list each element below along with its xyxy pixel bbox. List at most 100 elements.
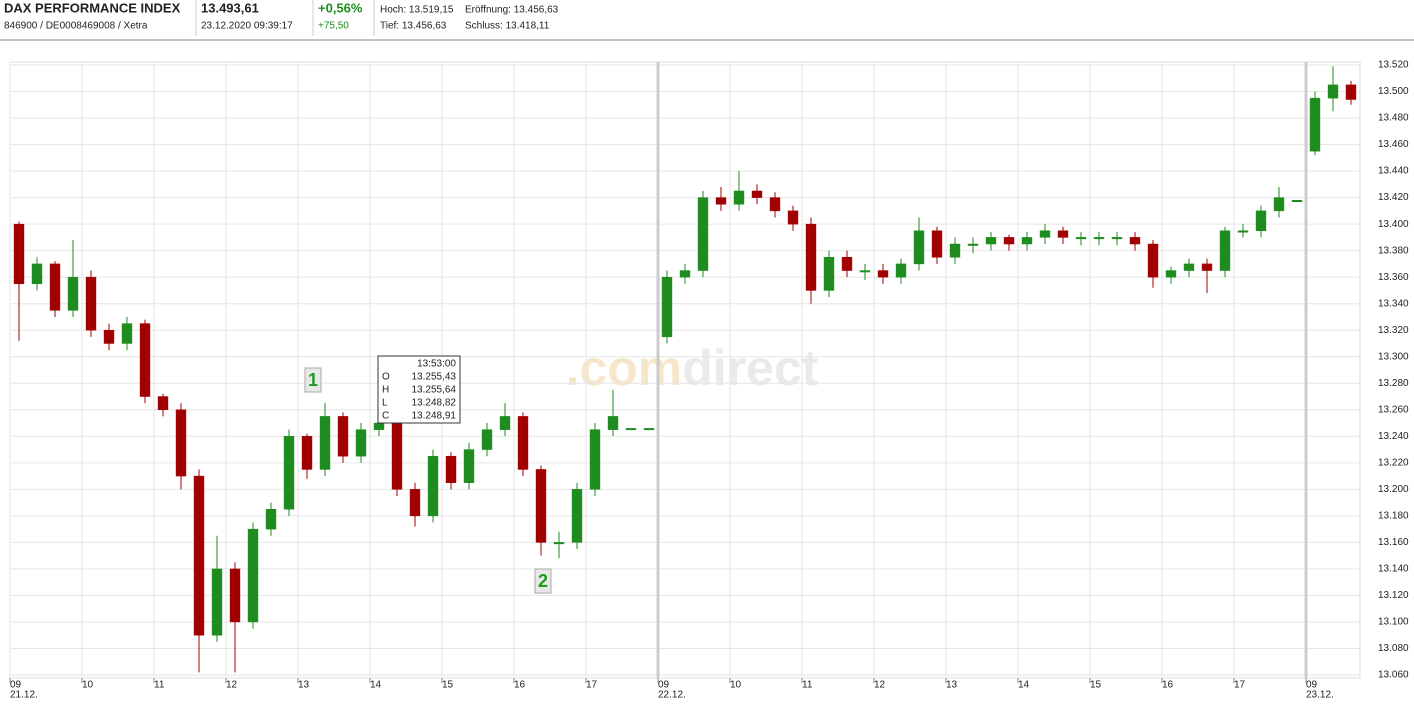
- candle-body: [1039, 230, 1051, 238]
- candle-body: [1201, 263, 1213, 271]
- candle-body: [193, 475, 205, 636]
- header: DAX PERFORMANCE INDEX 846900 / DE0008469…: [0, 0, 1414, 41]
- candle-body: [1057, 230, 1069, 238]
- y-tick-label: 13.460: [1378, 139, 1409, 150]
- candle-body: [121, 323, 133, 344]
- annotation-box: [304, 367, 322, 393]
- candle-body: [211, 568, 223, 636]
- x-tick-label: 09: [658, 680, 670, 691]
- candle-body: [1129, 237, 1141, 245]
- candle-body: [1255, 210, 1267, 232]
- y-tick-label: 13.340: [1378, 298, 1409, 309]
- candle-body: [1147, 243, 1159, 278]
- candle-body: [643, 428, 655, 431]
- candle-body: [1273, 197, 1285, 212]
- plot: 13.060 13.080 13.100 13.120 13.140 13.160 13.1…: [9, 60, 1409, 701]
- candle-body: [841, 257, 853, 271]
- timestamp: 23.12.2020 09:39:17: [201, 21, 293, 32]
- candle-body: [175, 409, 187, 477]
- date-label: 23.12.: [1306, 690, 1334, 701]
- candle-body: [697, 197, 709, 271]
- candle-body: [553, 542, 565, 545]
- candle-body: [391, 422, 403, 490]
- y-tick-label: 13.120: [1378, 590, 1409, 601]
- tooltip-value: 13.248,91: [412, 411, 457, 422]
- price: 13.493,61: [201, 0, 259, 15]
- date-label: 21.12.: [10, 690, 38, 701]
- tooltip-time: 13:53:00: [417, 359, 456, 370]
- candle-body: [733, 190, 745, 205]
- candle-body: [625, 428, 637, 431]
- candle-body: [607, 416, 619, 430]
- y-tick-label: 13.160: [1378, 537, 1409, 548]
- tooltip-key: H: [382, 385, 389, 396]
- y-tick-label: 13.060: [1378, 670, 1409, 681]
- x-tick-label: 16: [1162, 680, 1174, 691]
- candle-body: [427, 455, 439, 517]
- candle-body: [373, 422, 385, 430]
- watermark-com: .com: [566, 340, 683, 396]
- candle-body: [1111, 237, 1123, 240]
- candle-body: [589, 429, 601, 490]
- x-tick-label: 17: [586, 680, 598, 691]
- candle-body: [301, 436, 313, 470]
- candle-body: [1183, 263, 1195, 271]
- x-tick-label: 10: [82, 680, 94, 691]
- watermark: .comdirect: [566, 340, 819, 396]
- y-tick-label: 13.360: [1378, 272, 1409, 283]
- candle-body: [715, 197, 727, 205]
- candle-body: [103, 329, 115, 344]
- x-tick-label: 10: [730, 680, 742, 691]
- tooltip-value: 13.255,64: [412, 385, 457, 396]
- change-abs: +75,50: [318, 21, 349, 32]
- x-tick-label: 14: [1018, 680, 1030, 691]
- tooltip-key: C: [382, 411, 389, 422]
- annotation-box: [534, 568, 552, 594]
- watermark-direct: direct: [682, 340, 819, 396]
- index-name: DAX PERFORMANCE INDEX: [4, 0, 181, 15]
- candle-body: [661, 276, 673, 338]
- candle-body: [409, 489, 421, 517]
- x-tick-label: 09: [1306, 680, 1318, 691]
- x-tick-label: 17: [1234, 680, 1246, 691]
- y-tick-label: 13.440: [1378, 166, 1409, 177]
- candle-body: [895, 263, 907, 278]
- index-ids: 846900 / DE0008469008 / Xetra: [4, 21, 148, 32]
- tooltip-value: 13.248,82: [412, 398, 457, 409]
- y-tick-label: 13.100: [1378, 617, 1409, 628]
- candle-body: [229, 568, 241, 623]
- y-tick-label: 13.520: [1378, 60, 1409, 71]
- y-tick-label: 13.080: [1378, 643, 1409, 654]
- annotation: 2: [538, 571, 548, 591]
- candle-body: [481, 429, 493, 450]
- y-tick-label: 13.320: [1378, 325, 1409, 336]
- candle-body: [751, 190, 763, 198]
- y-tick-label: 13.420: [1378, 192, 1409, 203]
- candle-body: [805, 223, 817, 291]
- y-tick-label: 13.280: [1378, 378, 1409, 389]
- x-tick-label: 15: [1090, 680, 1102, 691]
- candle-body: [913, 230, 925, 265]
- candle-body: [1093, 237, 1105, 240]
- x-tick-label: 12: [874, 680, 886, 691]
- change-pct: +0,56%: [318, 0, 363, 15]
- candle-body: [769, 197, 781, 212]
- candle-body: [787, 210, 799, 225]
- day-open: Eröffnung: 13.456,63: [465, 5, 559, 16]
- candle-body: [967, 243, 979, 246]
- candle-body: [283, 436, 295, 510]
- y-tick-label: 13.260: [1378, 404, 1409, 415]
- candle-body: [859, 270, 871, 273]
- candle-body: [31, 263, 43, 285]
- y-tick-label: 13.240: [1378, 431, 1409, 442]
- candle-body: [337, 416, 349, 457]
- candle-body: [985, 237, 997, 245]
- y-tick-label: 13.140: [1378, 564, 1409, 575]
- x-tick-label: 16: [514, 680, 526, 691]
- day-low: Tief: 13.456,63: [380, 21, 447, 32]
- date-label: 22.12.: [658, 690, 686, 701]
- candle-body: [157, 396, 169, 411]
- candle-body: [49, 263, 61, 311]
- x-tick-label: 09: [10, 680, 22, 691]
